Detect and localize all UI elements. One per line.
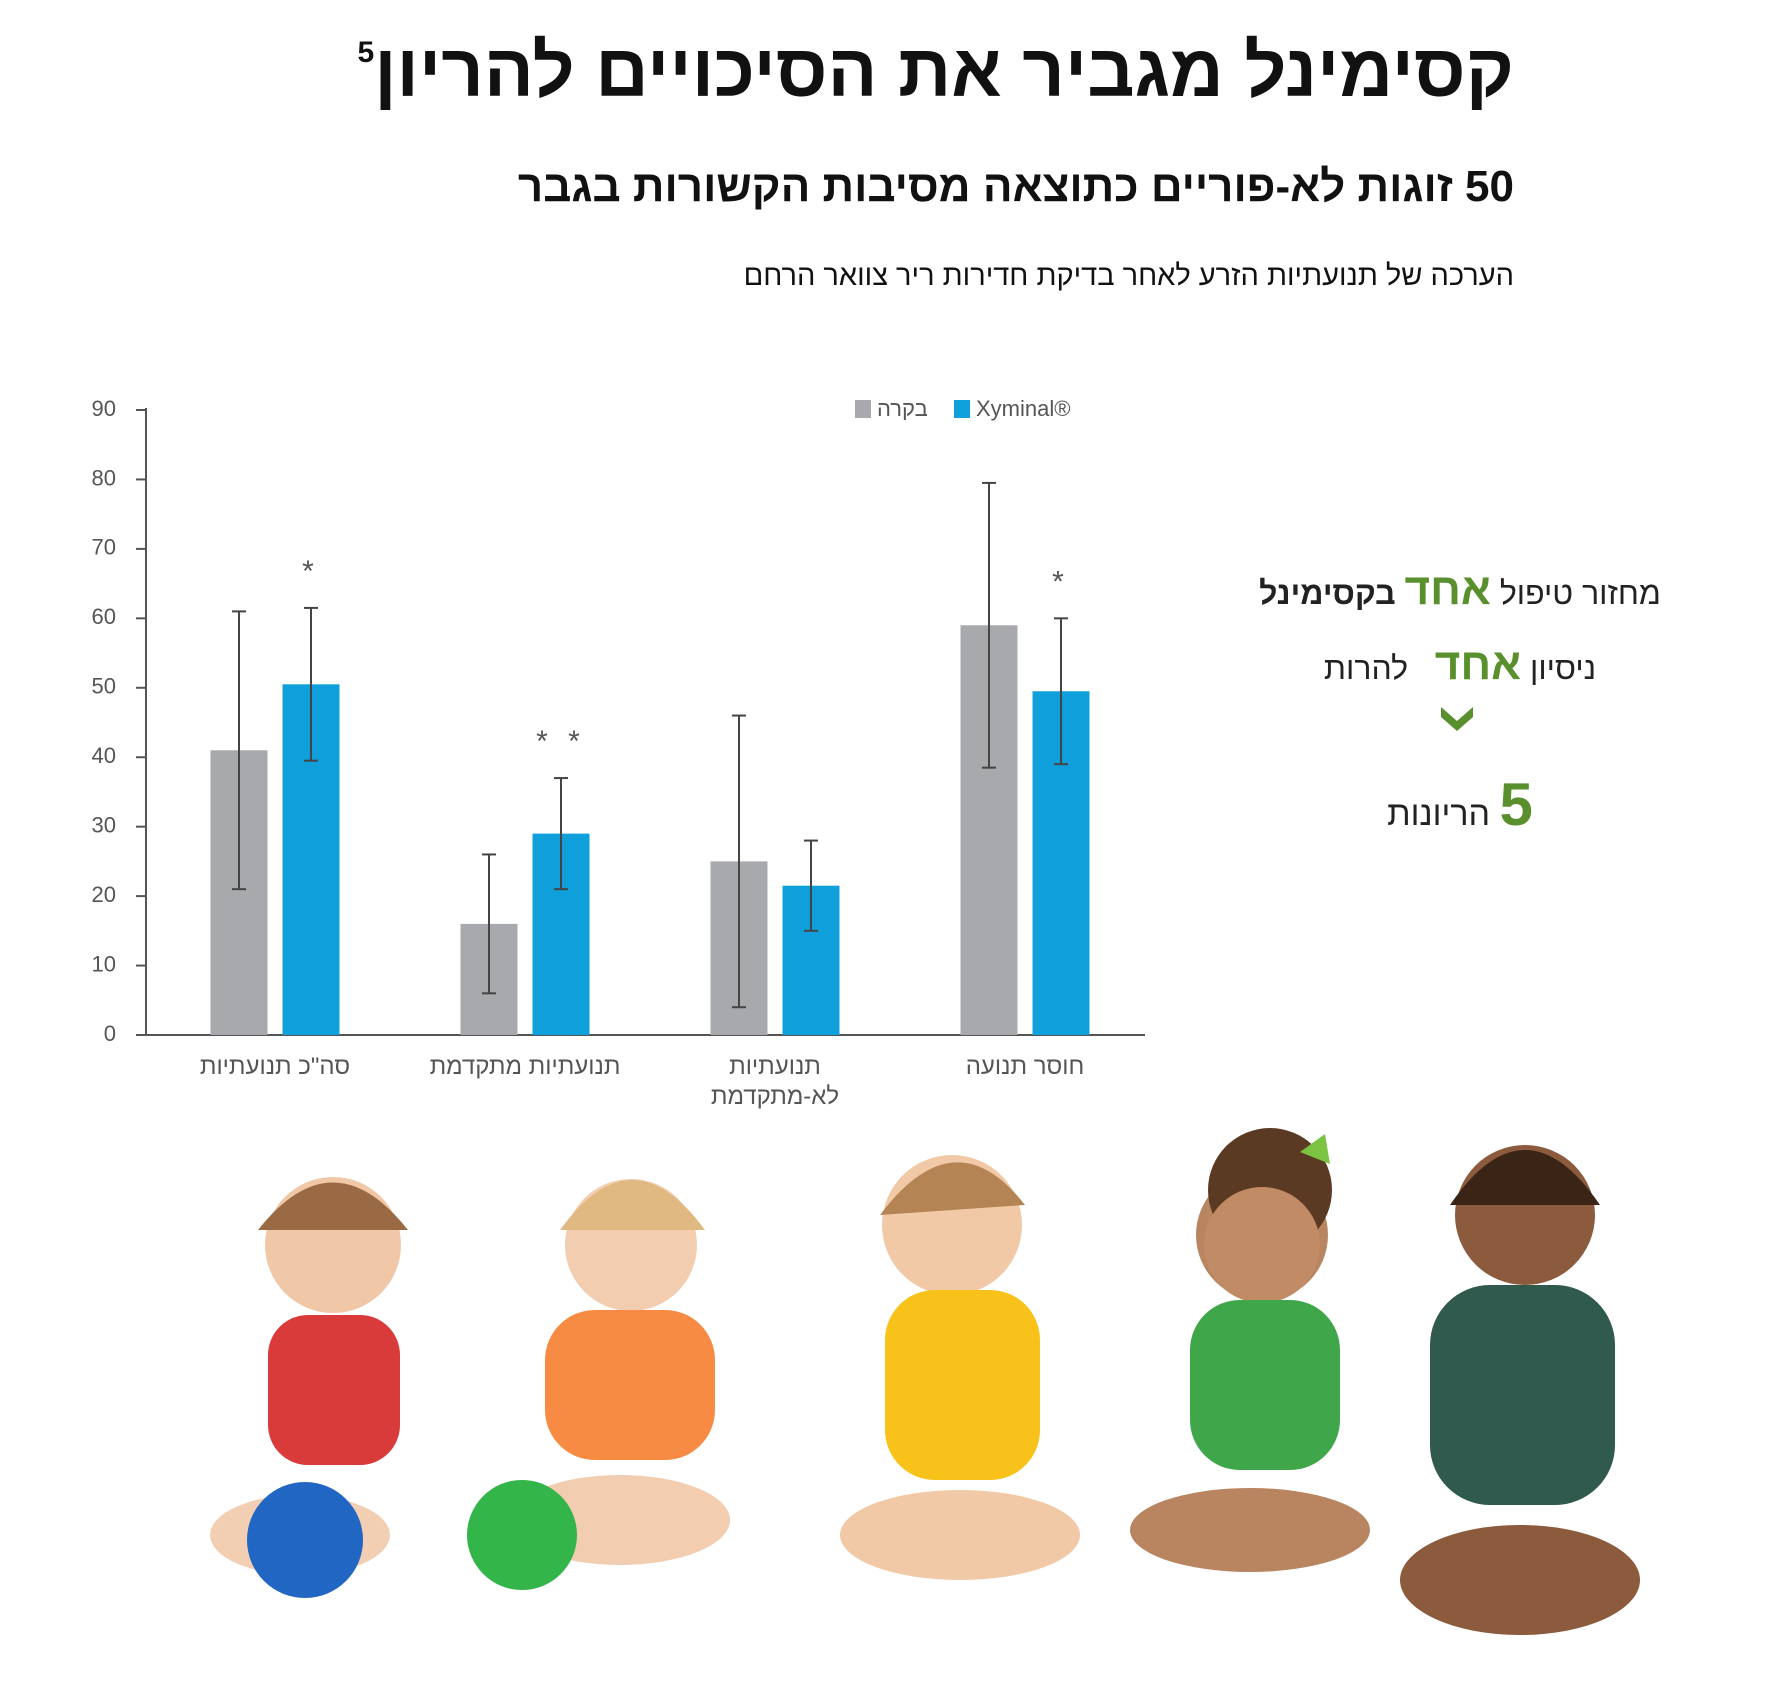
legend-swatch: [954, 400, 970, 418]
y-tick-label: 30: [92, 812, 116, 837]
y-tick-label: 70: [92, 535, 116, 560]
side-accent: אחד: [1434, 640, 1522, 689]
y-tick-label: 80: [92, 465, 116, 490]
y-tick-label: 50: [92, 674, 116, 699]
y-tick-label: 60: [92, 604, 116, 629]
side-line: ניסיון אחד להרות: [1160, 640, 1760, 690]
significance: *: [1052, 565, 1070, 598]
x-tick-label: תנועתיות מתקדמת: [429, 1053, 621, 1080]
baby: [1130, 1128, 1370, 1572]
significance: *: [302, 555, 320, 588]
y-tick-label: 20: [92, 882, 116, 907]
significance: * *: [536, 725, 586, 758]
legend-label: בקרה: [877, 396, 928, 421]
side-text: בקסימינל: [1259, 575, 1396, 611]
x-tick-label: חוסר תנועה: [965, 1053, 1085, 1080]
x-tick-label: סה"כ תנועתיות: [199, 1053, 351, 1080]
baby: [210, 1177, 408, 1598]
side-line: מחזור טיפול אחד בקסימינל: [1160, 565, 1760, 615]
x-tick-label: תנועתיות לא-מתקדמת: [710, 1053, 840, 1110]
caption: הערכה של תנועתיות הזרע לאחר בדיקת חדירות…: [743, 260, 1514, 292]
down-arrow: [1441, 707, 1473, 731]
title-ref: 5: [357, 36, 375, 69]
subtitle: 50 זוגות לא-פוריים כתוצאה מסיבות הקשורות…: [517, 162, 1514, 211]
photo: [210, 1128, 1640, 1635]
title: קסימינל מגביר את הסיכויים להריון5: [358, 28, 1514, 113]
y-tick-label: 90: [92, 396, 116, 421]
side-text: להרות: [1323, 650, 1409, 686]
y-tick-label: 40: [92, 743, 116, 768]
baby: [1400, 1145, 1640, 1635]
side-text: ניסיון: [1530, 650, 1597, 686]
y-tick-label: 0: [104, 1021, 116, 1046]
legend-label: Xyminal®: [976, 396, 1070, 421]
side-accent: אחד: [1404, 565, 1491, 614]
legend-swatch: [855, 400, 871, 418]
y-tick-label: 10: [92, 951, 116, 976]
side-text: הריונות: [1387, 795, 1491, 833]
side-accent: 5: [1499, 771, 1533, 838]
side-text: מחזור טיפול: [1499, 575, 1661, 611]
baby: [467, 1179, 730, 1590]
side-line: 5 הריונות: [1160, 770, 1760, 839]
baby: [840, 1155, 1080, 1580]
title-text: קסימינל מגביר את הסיכויים להריון: [374, 29, 1514, 112]
